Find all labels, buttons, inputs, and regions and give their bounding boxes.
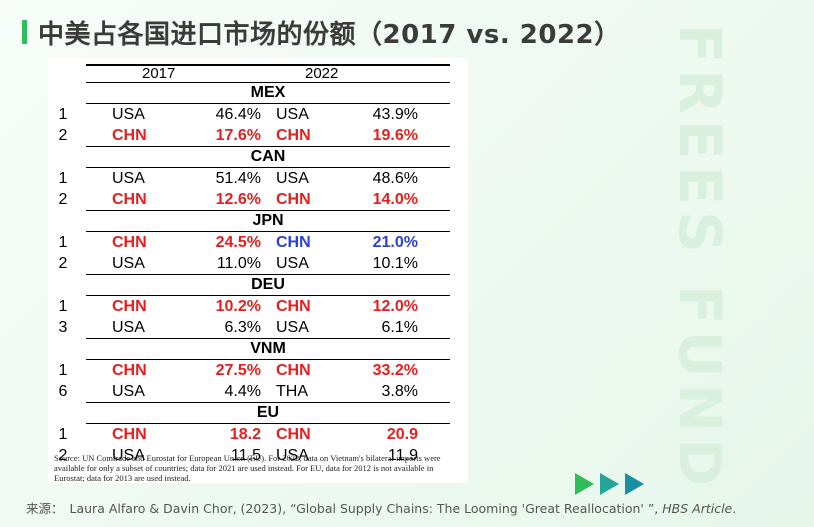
table-row: 1 USA 46.4% USA 43.9%: [59, 104, 450, 125]
share-2022: 33.2%: [372, 362, 418, 379]
share-2022: 14.0%: [372, 191, 418, 208]
rank-cell: 2: [58, 447, 68, 464]
country-2022: USA: [276, 170, 309, 187]
rank-cell: 6: [58, 383, 68, 400]
country-2022: CHN: [276, 127, 311, 144]
section-header-vnm: VNM: [86, 338, 450, 360]
country-2022: CHN: [276, 191, 311, 208]
country-2017: USA: [112, 255, 145, 272]
section-header-deu: DEU: [86, 274, 450, 296]
country-2017: CHN: [112, 298, 147, 315]
share-2022: 6.1%: [381, 319, 418, 336]
share-2022: 19.6%: [372, 127, 418, 144]
table-row: 2 CHN 17.6% CHN 19.6%: [59, 125, 450, 146]
section-header-eu: EU: [86, 402, 450, 424]
country-2022: USA: [276, 106, 309, 123]
table-row: 3 USA 6.3% USA 6.1%: [59, 317, 450, 338]
table-row: 2 USA 11.0% USA 10.1%: [59, 253, 450, 274]
table-source-note: Source: UN Comtrade and Eurostat for Eur…: [54, 453, 441, 483]
section-header-jpn: JPN: [86, 210, 450, 232]
import-share-table: 2017 2022 MEX 1 USA 46.4% USA 43.9% 2 CHN 17.6% C…: [59, 64, 450, 466]
footer-journal: HBS Article: [662, 501, 733, 516]
country-2022: THA: [276, 383, 308, 400]
rank-cell: 3: [58, 319, 68, 336]
table-row: 1 CHN 10.2% CHN 12.0%: [59, 296, 450, 317]
country-2022: CHN: [276, 426, 311, 443]
share-2017: 51.4%: [215, 170, 261, 187]
import-share-table-image: 2017 2022 MEX 1 USA 46.4% USA 43.9% 2 CHN 17.6% C…: [48, 58, 468, 483]
share-2017: 18.2: [229, 426, 261, 443]
share-2022: 43.9%: [372, 106, 418, 123]
arrow-icon: [600, 473, 619, 495]
country-2022: CHN: [276, 298, 311, 315]
rank-cell: 2: [58, 127, 68, 144]
rank-cell: 2: [58, 191, 68, 208]
header-2017: 2017: [142, 65, 176, 82]
arrow-icon: [625, 473, 644, 495]
share-2017: 46.4%: [215, 106, 261, 123]
country-2022: USA: [276, 255, 309, 272]
share-2022: 3.8%: [381, 383, 418, 400]
page-title: 中美占各国进口市场的份额（2017 vs. 2022）: [38, 20, 621, 50]
country-2017: USA: [112, 106, 145, 123]
table-row: 1 CHN 27.5% CHN 33.2%: [59, 360, 450, 381]
rank-cell: 1: [58, 234, 68, 251]
share-2017: 27.5%: [215, 362, 261, 379]
share-2022: 48.6%: [372, 170, 418, 187]
rank-cell: 1: [58, 298, 68, 315]
share-2022: 21.0%: [372, 234, 418, 251]
country-2017: USA: [112, 170, 145, 187]
table-header: 2017 2022: [86, 66, 450, 82]
footer-end: .: [732, 501, 737, 516]
footer-citation: 来源： Laura Alfaro & Davin Chor, (2023), “G…: [26, 498, 736, 517]
share-2017: 17.6%: [215, 127, 261, 144]
country-2017: CHN: [112, 127, 147, 144]
header-2022: 2022: [305, 65, 339, 82]
country-2022: USA: [276, 447, 309, 464]
country-2017: USA: [112, 319, 145, 336]
share-2022: 20.9: [386, 426, 418, 443]
table-body: MEX 1 USA 46.4% USA 43.9% 2 CHN 17.6% CHN 19.6% CAN…: [59, 82, 450, 466]
arrow-icon: [575, 473, 594, 495]
table-row: 2 CHN 12.6% CHN 14.0%: [59, 189, 450, 210]
share-2017: 11.5: [231, 447, 261, 464]
watermark: FREES FUND: [666, 23, 734, 493]
country-2022: USA: [276, 319, 309, 336]
country-2017: USA: [112, 383, 145, 400]
country-2022: CHN: [276, 234, 311, 251]
share-2017: 4.4%: [224, 383, 261, 400]
footer-label: 来源：: [26, 501, 64, 516]
share-2017: 12.6%: [215, 191, 261, 208]
section-header-mex: MEX: [86, 82, 450, 104]
country-2017: CHN: [112, 191, 147, 208]
rank-cell: 1: [58, 170, 68, 187]
title-accent-bar: [22, 20, 27, 44]
rank-cell: 1: [58, 106, 68, 123]
rank-cell: 1: [58, 426, 68, 443]
country-2017: CHN: [112, 234, 147, 251]
country-2017: CHN: [112, 426, 147, 443]
table-row: 6 USA 4.4% THA 3.8%: [59, 381, 450, 402]
arrow-decoration: [575, 473, 644, 495]
country-2017: CHN: [112, 362, 147, 379]
rank-cell: 2: [58, 255, 68, 272]
share-2022: 10.1%: [372, 255, 418, 272]
table-row: 1 CHN 18.2 CHN 20.9: [59, 424, 450, 445]
share-2022: 11.9: [388, 447, 418, 464]
country-2022: CHN: [276, 362, 311, 379]
share-2017: 6.3%: [224, 319, 261, 336]
table-row: 1 USA 51.4% USA 48.6%: [59, 168, 450, 189]
share-2017: 10.2%: [215, 298, 261, 315]
section-header-can: CAN: [86, 146, 450, 168]
country-2017: USA: [112, 447, 145, 464]
table-row: 2 USA 11.5 USA 11.9: [59, 445, 450, 466]
share-2022: 12.0%: [372, 298, 418, 315]
table-top-rule: [86, 64, 450, 66]
table-row: 1 CHN 24.5% CHN 21.0%: [59, 232, 450, 253]
rank-cell: 1: [58, 362, 68, 379]
share-2017: 11.0%: [216, 255, 261, 272]
share-2017: 24.5%: [215, 234, 261, 251]
footer-citation-text: Laura Alfaro & Davin Chor, (2023), “Glob…: [69, 501, 663, 516]
